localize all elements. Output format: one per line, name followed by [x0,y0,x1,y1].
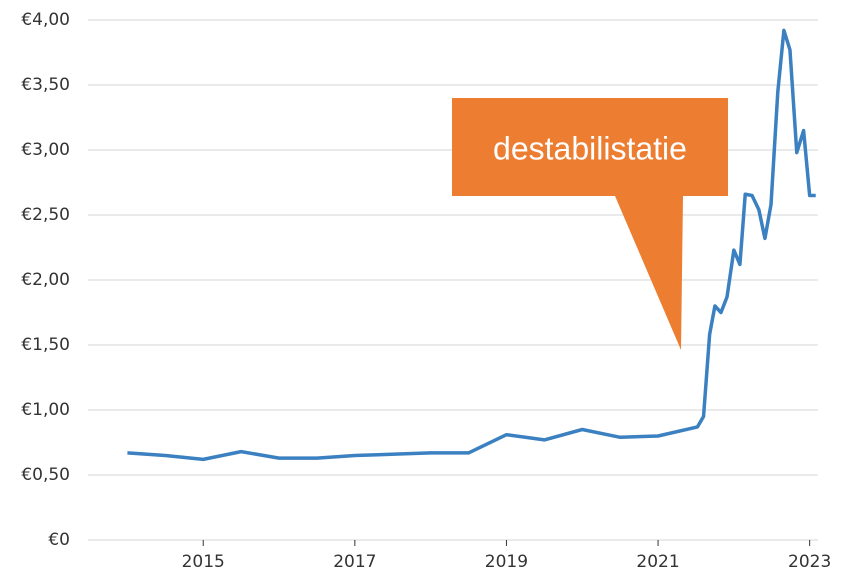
y-tick-label: €2,50 [21,205,70,225]
annotation: destabilistatie [493,130,687,166]
y-tick-label: €3,00 [21,140,70,160]
x-tick-label: 2021 [636,552,679,572]
y-tick-label: €0 [48,530,70,550]
x-tick-label: 2019 [485,552,528,572]
callout-box [452,98,728,350]
y-tick-label: €1,00 [21,400,70,420]
y-tick-label: €3,50 [21,75,70,95]
x-tick-label: 2023 [788,552,831,572]
x-tick-label: 2015 [182,552,225,572]
y-tick-label: €2,00 [21,270,70,290]
x-tick-label: 2017 [333,552,376,572]
y-tick-label: €1,50 [21,335,70,355]
data-line [127,28,816,462]
y-tick-label: €0,50 [21,465,70,485]
y-tick-label: €4,00 [21,10,70,30]
